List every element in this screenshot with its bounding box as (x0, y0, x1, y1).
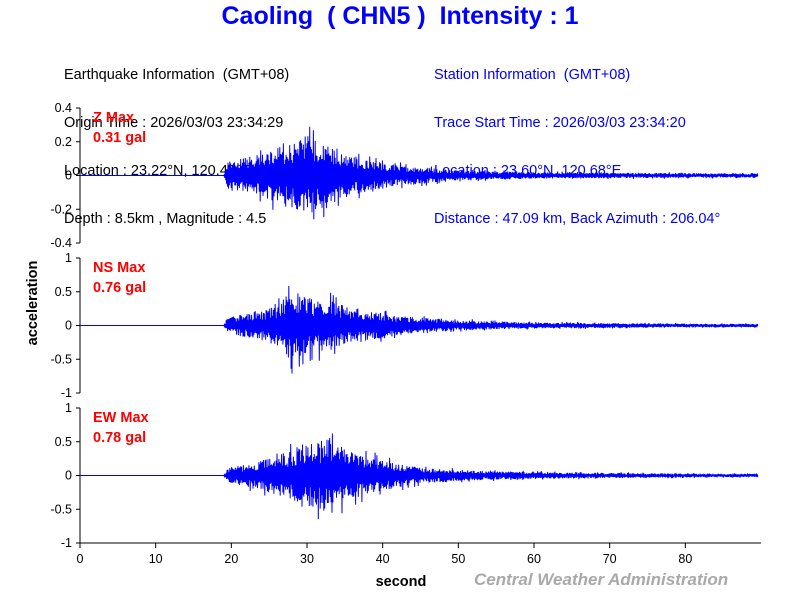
y-tick-label: -0.5 (50, 352, 72, 366)
station-info-heading: Station Information (GMT+08) (434, 67, 631, 83)
trace-ns (80, 285, 759, 374)
x-tick-label: 80 (678, 552, 692, 566)
x-axis-label: second (376, 574, 427, 590)
x-tick-label: 70 (603, 552, 617, 566)
intensity-value: 1 (564, 2, 579, 30)
max-value-z: 0.31 gal (93, 130, 146, 146)
y-tick-label: 0 (65, 469, 72, 483)
max-value-ew: 0.78 gal (93, 430, 146, 446)
earthquake-info-heading: Earthquake Information (GMT+08) (64, 67, 290, 83)
y-tick-label: 0.2 (55, 135, 72, 149)
y-tick-label: 0 (65, 169, 72, 183)
station-distance: Distance : 47.09 km, Back Azimuth : 206.… (434, 211, 721, 227)
x-tick-label: 40 (376, 552, 390, 566)
max-value-ns: 0.76 gal (93, 280, 146, 296)
chart-title: Caoling ( CHN5 ) Intensity : 1 (221, 2, 579, 30)
y-tick-label: 1 (65, 401, 72, 415)
x-tick-label: 0 (77, 552, 84, 566)
y-tick-label: 1 (65, 251, 72, 265)
x-tick-label: 10 (149, 552, 163, 566)
y-axis-label: acceleration (25, 261, 41, 346)
y-tick-label: 0.5 (55, 285, 72, 299)
trace-ew (80, 433, 759, 520)
max-label-ns: NS Max (93, 260, 145, 276)
y-tick-label: -0.2 (50, 202, 72, 216)
origin-time: Origin Time : 2026/03/03 23:34:29 (64, 115, 284, 131)
x-tick-label: 30 (300, 552, 314, 566)
y-tick-label: -1 (61, 536, 72, 550)
y-tick-label: -0.5 (50, 502, 72, 516)
y-tick-label: -0.4 (50, 236, 72, 250)
max-label-ew: EW Max (93, 410, 149, 426)
trace-z (80, 126, 759, 220)
intensity-label: Intensity (439, 2, 543, 30)
x-tick-label: 20 (224, 552, 238, 566)
station-name: Caoling (221, 2, 314, 30)
credit-text: Central Weather Administration (474, 570, 729, 589)
x-tick-label: 60 (527, 552, 541, 566)
depth-magnitude: Depth : 8.5km , Magnitude : 4.5 (64, 211, 267, 227)
y-tick-label: 0.4 (55, 101, 72, 115)
max-label-z: Z Max (93, 110, 134, 126)
station-code: ( CHN5 ) (327, 2, 426, 30)
x-tick-label: 50 (451, 552, 465, 566)
y-tick-label: -1 (61, 386, 72, 400)
trace-start-time: Trace Start Time : 2026/03/03 23:34:20 (434, 115, 686, 131)
y-tick-label: 0 (65, 319, 72, 333)
y-tick-label: 0.5 (55, 435, 72, 449)
